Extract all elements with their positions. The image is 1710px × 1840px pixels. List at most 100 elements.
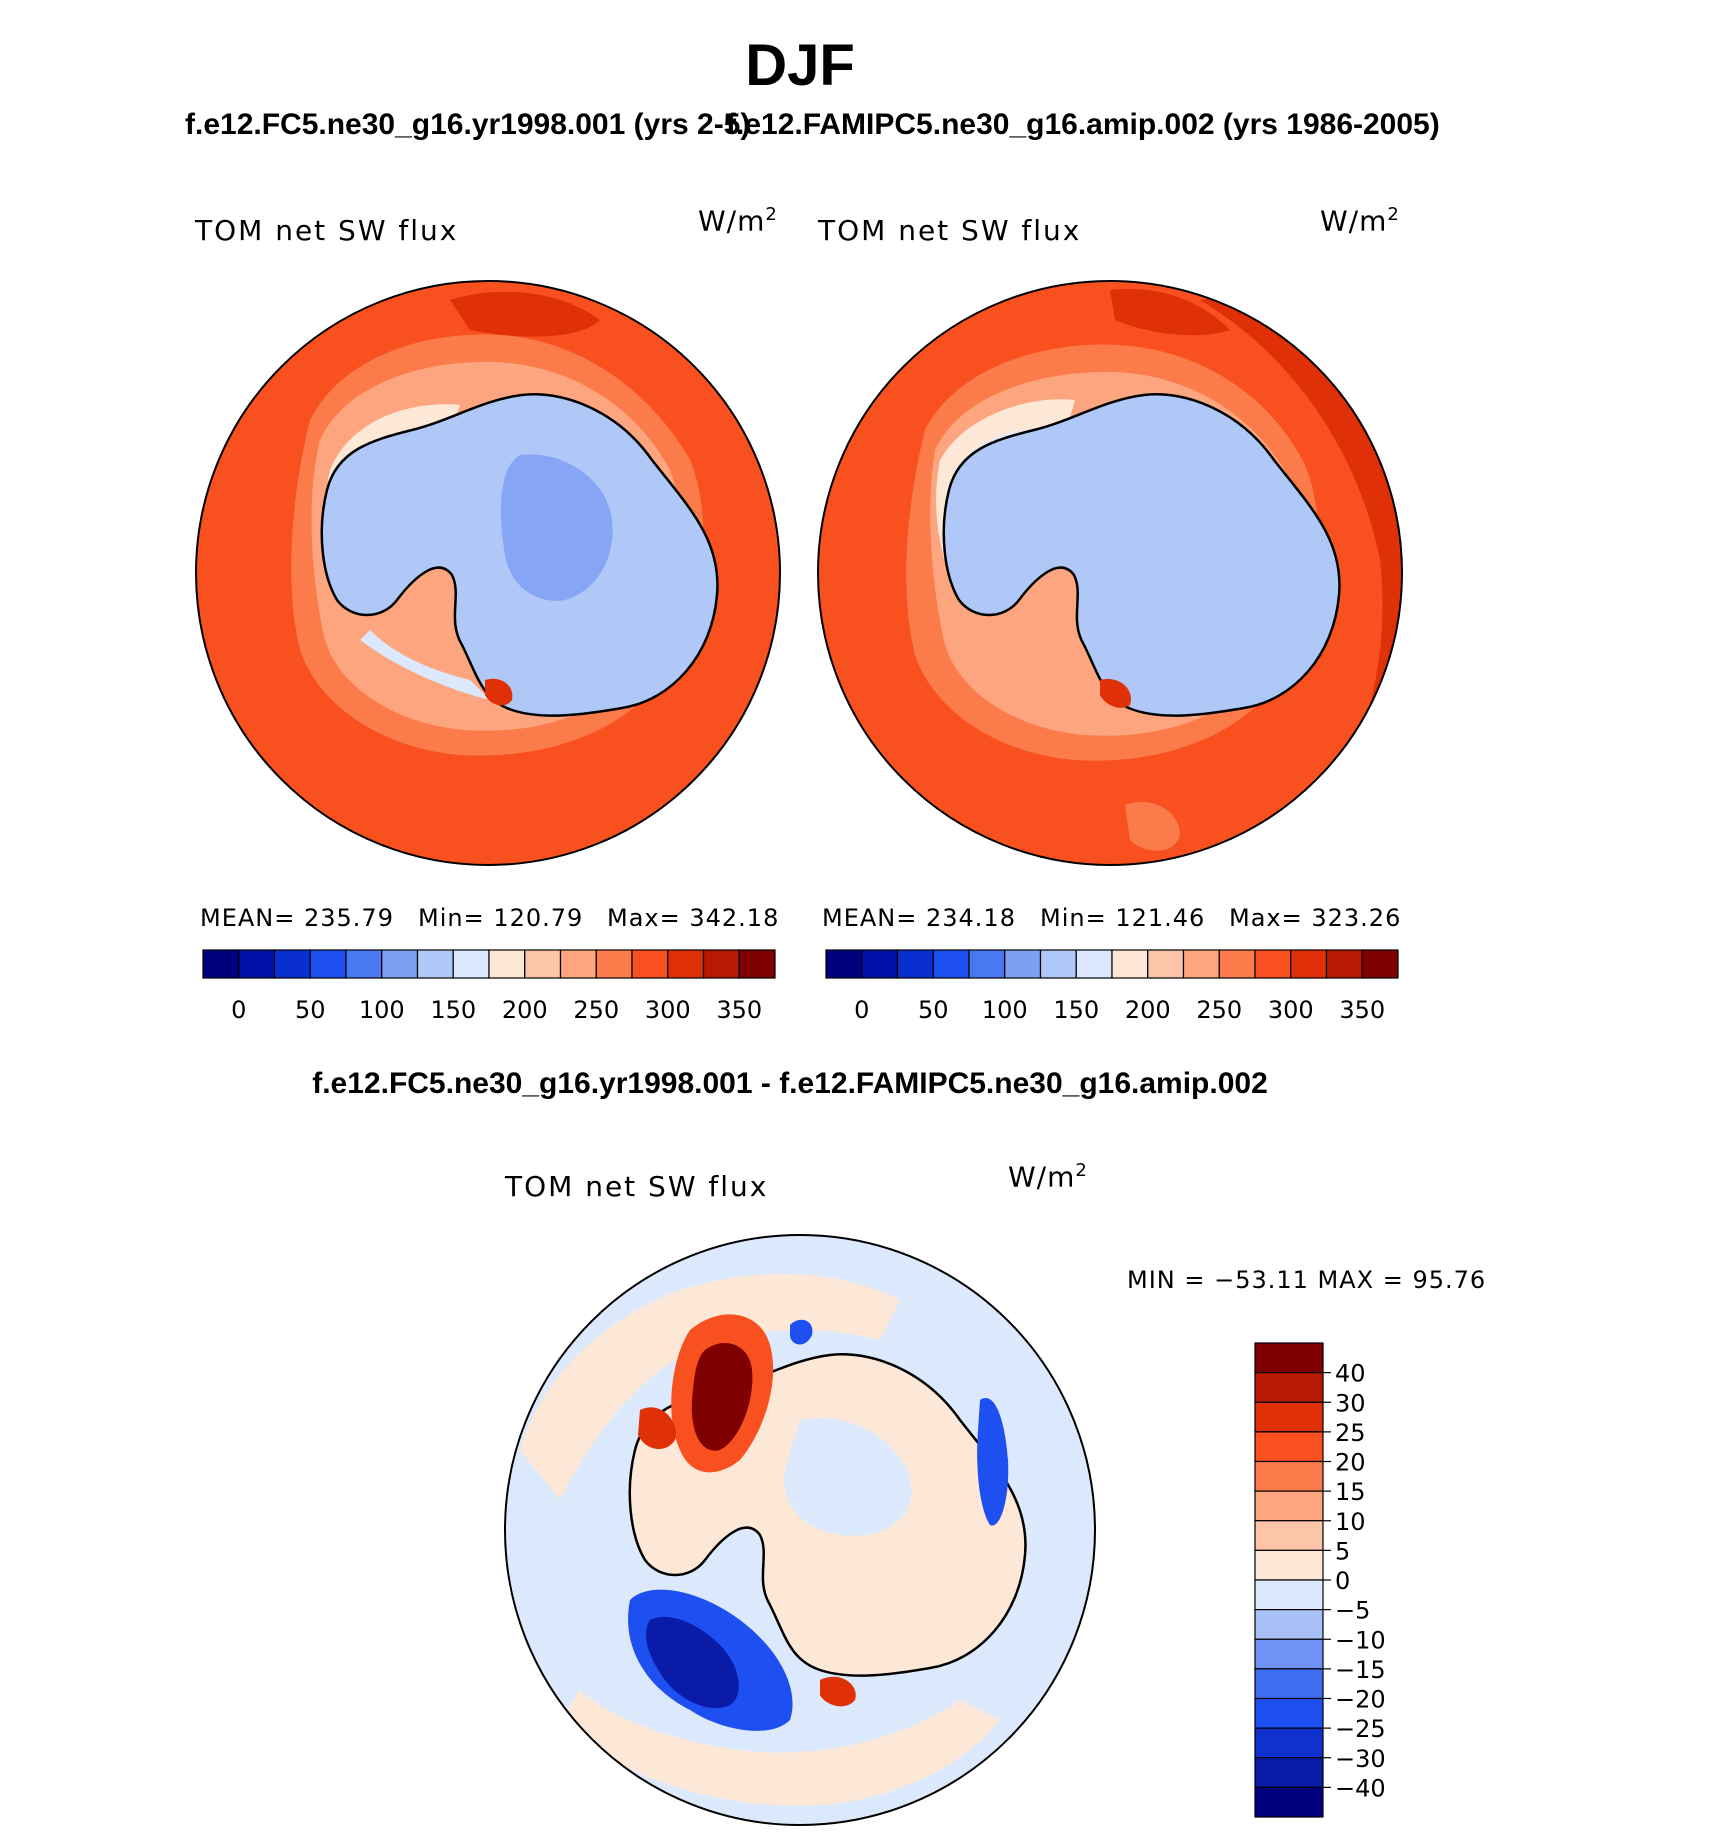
- panel-a-colorbar-tick-label: 300: [645, 996, 691, 1024]
- panel-a-colorbar-tick-label: 200: [502, 996, 548, 1024]
- diff-variable-label: TOM net SW flux: [505, 1170, 769, 1203]
- diff-colorbar-box: [1254, 1549, 1324, 1581]
- diff-colorbar-box: [1254, 1460, 1324, 1492]
- panel-b-variable-label: TOM net SW flux: [818, 214, 1082, 247]
- diff-colorbar-tick-label: −10: [1335, 1626, 1386, 1654]
- panel-b-colorbar-tick-label: 50: [918, 996, 949, 1024]
- diff-minmax-text: MIN = −53.11 MAX = 95.76: [1127, 1266, 1487, 1294]
- panel-b-colorbar-box: [861, 949, 899, 979]
- panel-a-colorbar-tick-label: 50: [295, 996, 326, 1024]
- panel-a-colorbar-box: [488, 949, 526, 979]
- diff-colorbar-box: [1254, 1490, 1324, 1522]
- panel-a-max: Max= 342.18: [607, 904, 780, 932]
- diff-colorbar-tick-label: 20: [1335, 1449, 1366, 1477]
- panel-b-dark-north: [1110, 289, 1230, 336]
- panel-b-max: Max= 323.26: [1229, 904, 1402, 932]
- panel-a-colorbar-box: [416, 949, 454, 979]
- panel-a-units: W/m2: [698, 204, 778, 238]
- diff-colorbar-tick-label: 30: [1335, 1389, 1366, 1417]
- panel-a-colorbar-box: [345, 949, 383, 979]
- panel-b-dark-band: [1200, 281, 1402, 865]
- diff-colorbar-box: [1254, 1727, 1324, 1759]
- panel-b-colorbar-box: [932, 949, 970, 979]
- diff-colorbar-box: [1254, 1697, 1324, 1729]
- panel-b-colorbar-box: [1004, 949, 1042, 979]
- panel-a-colorbar-tick-label: 0: [231, 996, 246, 1024]
- diff-colorbar-tick-label: −40: [1335, 1774, 1386, 1802]
- diff-colorbar-tick-label: 25: [1335, 1419, 1366, 1447]
- season-title: DJF: [745, 33, 855, 98]
- diff-colorbar-box: [1254, 1786, 1324, 1818]
- panel-a-colorbar-tick-label: 250: [573, 996, 619, 1024]
- diff-colorbar-tick-label: −20: [1335, 1686, 1386, 1714]
- diff-colorbar-tick-label: −5: [1335, 1597, 1370, 1625]
- panel-b-colorbar-box: [1290, 949, 1328, 979]
- panel-b-colorbar-box: [1325, 949, 1363, 979]
- panel-a-colorbar-tick-label: 100: [359, 996, 405, 1024]
- panel-b-colorbar-box: [1361, 949, 1399, 979]
- panel-b-colorbar-box: [968, 949, 1006, 979]
- diff-map: [504, 1234, 1096, 1826]
- panel-a-colorbar-box: [381, 949, 419, 979]
- panel-a-colorbar-box: [524, 949, 562, 979]
- diff-warm-south: [560, 1690, 1000, 1806]
- diff-border: [504, 1234, 1096, 1826]
- panel-a-border: [195, 280, 781, 866]
- panel-b-colorbar-box: [1075, 949, 1113, 979]
- panel-b-min: Min= 121.46: [1040, 904, 1206, 932]
- diff-interior-cool: [784, 1418, 912, 1536]
- panel-b-red-spot: [1100, 679, 1131, 708]
- panel-a-colorbar: 0 50 100 150 200 250 300 350: [202, 949, 776, 1024]
- diff-colorbar-box: [1254, 1372, 1324, 1403]
- diff-colorbar-tick-label: 10: [1335, 1508, 1366, 1536]
- panel-a-title: f.e12.FC5.ne30_g16.yr1998.001 (yrs 2-5): [185, 108, 751, 141]
- panel-a-mean: MEAN= 235.79: [200, 904, 394, 932]
- panel-a-colorbar-box: [667, 949, 705, 979]
- panel-b-title: f.e12.FAMIPC5.ne30_g16.amip.002 (yrs 198…: [726, 108, 1440, 141]
- panel-b-colorbar-tick-label: 100: [982, 996, 1028, 1024]
- diff-colorbar-tick-label: 0: [1335, 1567, 1350, 1595]
- panel-a-plateau: [500, 454, 613, 601]
- diff-colorbar-box: [1254, 1431, 1324, 1463]
- panel-b-border: [817, 280, 1403, 866]
- diff-colorbar-box: [1254, 1579, 1324, 1611]
- panel-b-map: [817, 280, 1403, 866]
- panel-b-orange-blob: [1125, 801, 1180, 851]
- diff-colorbar-box: [1254, 1520, 1324, 1551]
- diff-colorbar-box: [1254, 1668, 1324, 1700]
- panel-b-colorbar-tick-label: 150: [1053, 996, 1099, 1024]
- panel-b-colorbar-tick-label: 0: [854, 996, 869, 1024]
- diff-negative-core: [645, 1616, 739, 1709]
- diff-colorbar-tick-label: 40: [1335, 1360, 1366, 1388]
- panel-a-min: Min= 120.79: [418, 904, 584, 932]
- diff-colorbar-box: [1254, 1638, 1324, 1670]
- panel-b-units: W/m2: [1320, 204, 1400, 238]
- diff-warm-outer: [520, 1273, 900, 1500]
- diff-negative-east: [977, 1398, 1009, 1526]
- panel-b-colorbar-tick-label: 200: [1125, 996, 1171, 1024]
- diff-colorbar-tick-label: −15: [1335, 1656, 1386, 1684]
- panel-a-colorbar-box: [202, 949, 240, 979]
- diff-title: f.e12.FC5.ne30_g16.yr1998.001 - f.e12.FA…: [312, 1067, 1268, 1100]
- panel-a-variable-label: TOM net SW flux: [195, 214, 459, 247]
- panel-a-colorbar-tick-label: 150: [430, 996, 476, 1024]
- panel-a-dark-north: [450, 291, 600, 337]
- panel-b-colorbar: 0 50 100 150 200 250 300 350: [825, 949, 1399, 1024]
- diff-negative-north: [790, 1319, 813, 1345]
- panel-a-colorbar-box: [702, 949, 740, 979]
- panel-a-colorbar-box: [631, 949, 669, 979]
- panel-a-colorbar-box: [595, 949, 633, 979]
- panel-a-colorbar-box: [273, 949, 311, 979]
- diff-colorbar-box: [1254, 1757, 1324, 1788]
- panel-b-mean: MEAN= 234.18: [822, 904, 1016, 932]
- panel-b-colorbar-tick-label: 350: [1339, 996, 1385, 1024]
- diff-positive-west: [638, 1407, 676, 1450]
- diff-colorbar-box: [1254, 1609, 1324, 1640]
- panel-b-colorbar-box: [1039, 949, 1077, 979]
- panel-b-colorbar-box: [1218, 949, 1256, 979]
- diff-colorbar-tick-label: 15: [1335, 1478, 1366, 1506]
- diff-colorbar-tick-label: −30: [1335, 1745, 1386, 1773]
- panel-a-seaice-low: [360, 630, 490, 700]
- diff-colorbar-tick-label: 5: [1335, 1537, 1350, 1565]
